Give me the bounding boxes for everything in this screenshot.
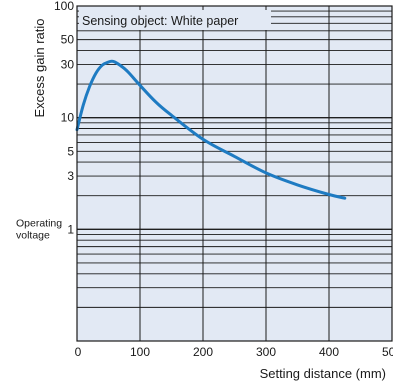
operating-voltage-label-line1: Operating bbox=[16, 217, 62, 229]
y-tick-label: 50 bbox=[61, 33, 75, 47]
y-tick-label: 5 bbox=[67, 144, 74, 158]
y-axis-title: Excess gain ratio bbox=[32, 19, 47, 118]
y-tick-label: 10 bbox=[61, 111, 75, 125]
series-line bbox=[75, 59, 347, 200]
y-tick-labels: 100 50 30 10 5 3 1 bbox=[54, 0, 74, 236]
x-tick-label: 200 bbox=[193, 345, 213, 359]
y-tick-label: 3 bbox=[67, 169, 74, 183]
plot-frame bbox=[76, 5, 393, 342]
x-axis-title: Setting distance (mm) bbox=[260, 366, 386, 381]
y-tick-label: 100 bbox=[54, 0, 74, 13]
annotation-label: Sensing object: White paper bbox=[82, 14, 238, 28]
annotation-box bbox=[79, 10, 271, 30]
y-tick-label: 30 bbox=[61, 57, 75, 71]
x-tick-label: 300 bbox=[256, 345, 276, 359]
x-tick-label: 500 bbox=[382, 345, 393, 359]
x-tick-label: 0 bbox=[75, 345, 82, 359]
operating-voltage-label-line2: voltage bbox=[16, 229, 50, 241]
y-tick-label: 1 bbox=[67, 222, 74, 236]
x-tick-labels: 0 100 200 300 400 500 bbox=[75, 345, 393, 359]
y-gridlines bbox=[77, 5, 392, 342]
x-tick-label: 100 bbox=[130, 345, 150, 359]
x-tick-label: 400 bbox=[319, 345, 339, 359]
plot-area bbox=[77, 6, 392, 341]
